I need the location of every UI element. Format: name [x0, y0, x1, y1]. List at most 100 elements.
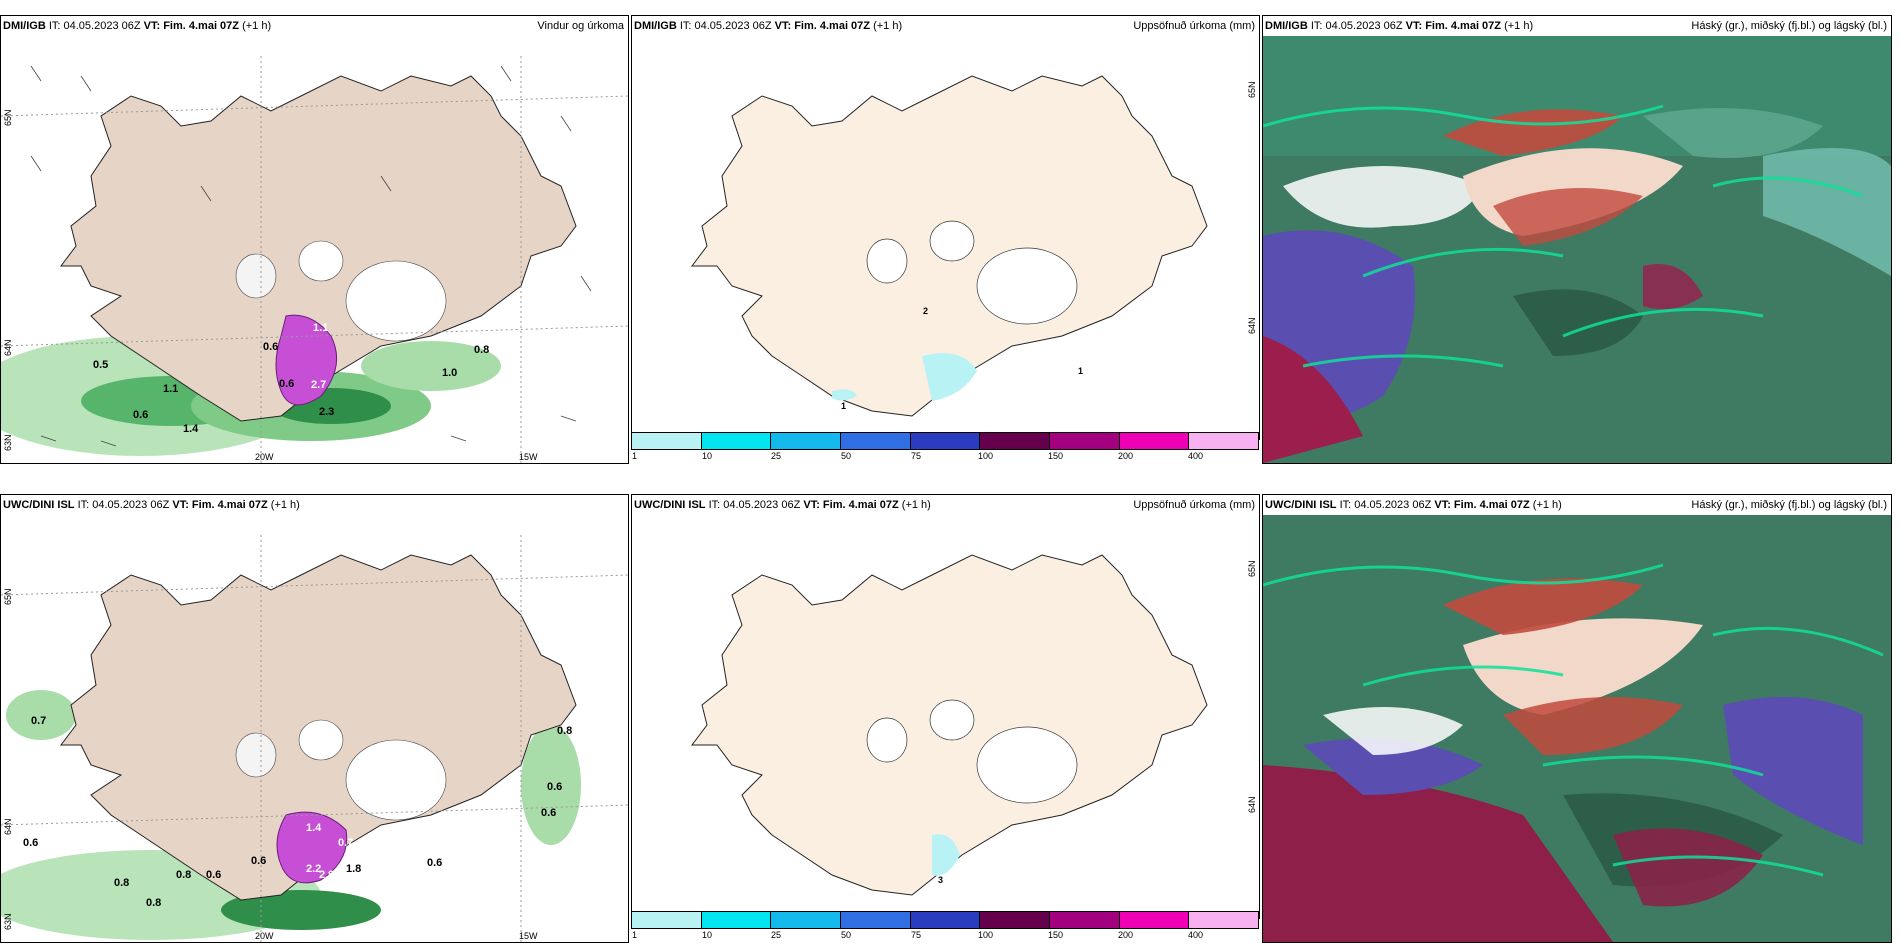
valid-time: VT: Fim. 4.mai 07Z — [143, 20, 240, 32]
precip-value: 2.3 — [319, 406, 335, 418]
legend-cell — [910, 433, 981, 449]
legend-label: 25 — [771, 451, 782, 461]
legend-colorbar — [631, 911, 1259, 929]
legend-label: 150 — [1048, 930, 1064, 940]
legend-label: 100 — [978, 930, 994, 940]
legend-label: 75 — [911, 451, 922, 461]
valid-time: VT: Fim. 4.mai 07Z — [172, 499, 268, 511]
lead-time: (+1 h) — [1532, 499, 1562, 511]
init-time: IT: 04.05.2023 06Z — [1310, 20, 1403, 32]
precip-value: 0.6 — [547, 781, 563, 793]
valid-time: VT: Fim. 4.mai 07Z — [774, 20, 871, 32]
precip-value: 0.6 — [427, 857, 443, 869]
init-time: IT: 04.05.2023 06Z — [77, 499, 170, 511]
latitude-label: 63N — [3, 434, 13, 451]
top-accum-precip-panel: DMI/IGB IT: 04.05.2023 06Z VT: Fim. 4.ma… — [631, 15, 1260, 440]
legend-cell — [841, 912, 911, 928]
precip-value: 0.6 — [263, 341, 279, 353]
legend-cell — [1189, 433, 1259, 449]
wind-precip-map — [1, 515, 628, 942]
panel-header: DMI/IGB IT: 04.05.2023 06Z VT: Fim. 4.ma… — [1, 16, 628, 36]
top-cloud-panel: DMI/IGB IT: 04.05.2023 06Z VT: Fim. 4.ma… — [1262, 15, 1892, 464]
latitude-label: 65N — [3, 109, 13, 126]
precip-value: 1.0 — [442, 367, 458, 379]
precip-value: 1.4 — [306, 822, 322, 834]
legend-cell — [1050, 433, 1120, 449]
precip-value: 0.6 — [279, 378, 295, 390]
longitude-label: 15W — [519, 452, 538, 462]
legend-label: 1 — [632, 451, 638, 461]
accum-precip-map — [632, 515, 1259, 918]
panel-title: Uppsöfnuð úrkoma (mm) — [1133, 499, 1255, 511]
precip-value: 1.1 — [163, 383, 179, 395]
model-name: UWC/DINI ISL — [634, 499, 706, 511]
legend-label: 50 — [841, 451, 852, 461]
top-wind-precip-panel: DMI/IGB IT: 04.05.2023 06Z VT: Fim. 4.ma… — [0, 15, 629, 464]
legend-label: 10 — [702, 930, 713, 940]
precip-value: 1.4 — [183, 423, 199, 435]
model-name: DMI/IGB — [1265, 20, 1308, 32]
precip-value: 0.7 — [31, 715, 47, 727]
panel-title: Uppsöfnuð úrkoma (mm) — [1133, 20, 1255, 32]
bottom-cloud-panel: UWC/DINI ISL IT: 04.05.2023 06Z VT: Fim.… — [1262, 494, 1892, 943]
top-precip-legend: 1 10 25 50 75 100 150 200 400 — [631, 432, 1259, 462]
lead-time: (+1 h) — [242, 20, 272, 32]
precip-value: 0.8 — [114, 877, 130, 889]
precip-value: 0.8 — [176, 869, 192, 881]
precip-value: 0.8 — [474, 344, 490, 356]
precip-value: 0.6 — [23, 837, 39, 849]
latitude-label: 64N — [3, 818, 13, 835]
precip-value: 0.8 — [557, 725, 573, 737]
precip-value: 0.5 — [93, 359, 109, 371]
legend-cell — [1189, 912, 1259, 928]
accum-precip-map — [632, 36, 1259, 439]
latitude-label: 64N — [1247, 317, 1257, 334]
precip-value: 0.6 — [133, 409, 149, 421]
init-time: IT: 04.05.2023 06Z — [679, 20, 772, 32]
latitude-label: 65N — [1247, 81, 1257, 98]
legend-cell — [1119, 433, 1190, 449]
legend-label: 1 — [632, 930, 638, 940]
precip-value: 0.6 — [541, 807, 557, 819]
legend-cell — [632, 912, 702, 928]
legend-label: 75 — [911, 930, 922, 940]
wind-precip-map — [1, 36, 628, 463]
panel-header: DMI/IGB IT: 04.05.2023 06Z VT: Fim. 4.ma… — [632, 16, 1259, 36]
longitude-label: 20W — [255, 452, 274, 462]
precip-value: 1.1 — [313, 322, 329, 334]
latitude-label: 64N — [1247, 796, 1257, 813]
legend-cell — [980, 912, 1051, 928]
model-name: UWC/DINI ISL — [3, 499, 75, 511]
legend-cell — [910, 912, 981, 928]
panel-header: UWC/DINI ISL IT: 04.05.2023 06Z VT: Fim.… — [1, 495, 628, 515]
latitude-label: 63N — [3, 913, 13, 930]
model-name: DMI/IGB — [3, 20, 46, 32]
lead-time: (+1 h) — [1504, 20, 1534, 32]
bottom-accum-precip-panel: UWC/DINI ISL IT: 04.05.2023 06Z VT: Fim.… — [631, 494, 1260, 919]
longitude-label: 15W — [519, 931, 538, 941]
legend-cell — [1119, 912, 1190, 928]
legend-cell — [701, 433, 772, 449]
cloud-cover-map — [1263, 515, 1891, 942]
panel-header: UWC/DINI ISL IT: 04.05.2023 06Z VT: Fim.… — [1263, 495, 1891, 515]
latitude-label: 65N — [1247, 560, 1257, 577]
valid-time: VT: Fim. 4.mai 07Z — [803, 499, 899, 511]
latitude-label: 64N — [3, 339, 13, 356]
legend-label: 10 — [702, 451, 713, 461]
valid-time: VT: Fim. 4.mai 07Z — [1405, 20, 1502, 32]
init-time: IT: 04.05.2023 06Z — [1339, 499, 1432, 511]
precip-value: 2.2 — [306, 863, 322, 875]
model-name: DMI/IGB — [634, 20, 677, 32]
accum-value: 3 — [938, 875, 944, 885]
accum-value: 1 — [841, 401, 847, 411]
bottom-precip-legend: 1 10 25 50 75 100 150 200 400 — [631, 911, 1259, 941]
precip-value: 0.7 — [338, 837, 354, 849]
lead-time: (+1 h) — [270, 499, 300, 511]
model-name: UWC/DINI ISL — [1265, 499, 1337, 511]
panel-title: Vindur og úrkoma — [537, 20, 624, 32]
bottom-wind-precip-panel: UWC/DINI ISL IT: 04.05.2023 06Z VT: Fim.… — [0, 494, 629, 943]
legend-cell — [1050, 912, 1120, 928]
panel-title: Háský (gr.), miðský (fj.bl.) og lágský (… — [1691, 499, 1887, 511]
legend-label: 25 — [771, 930, 782, 940]
lead-time: (+1 h) — [901, 499, 931, 511]
